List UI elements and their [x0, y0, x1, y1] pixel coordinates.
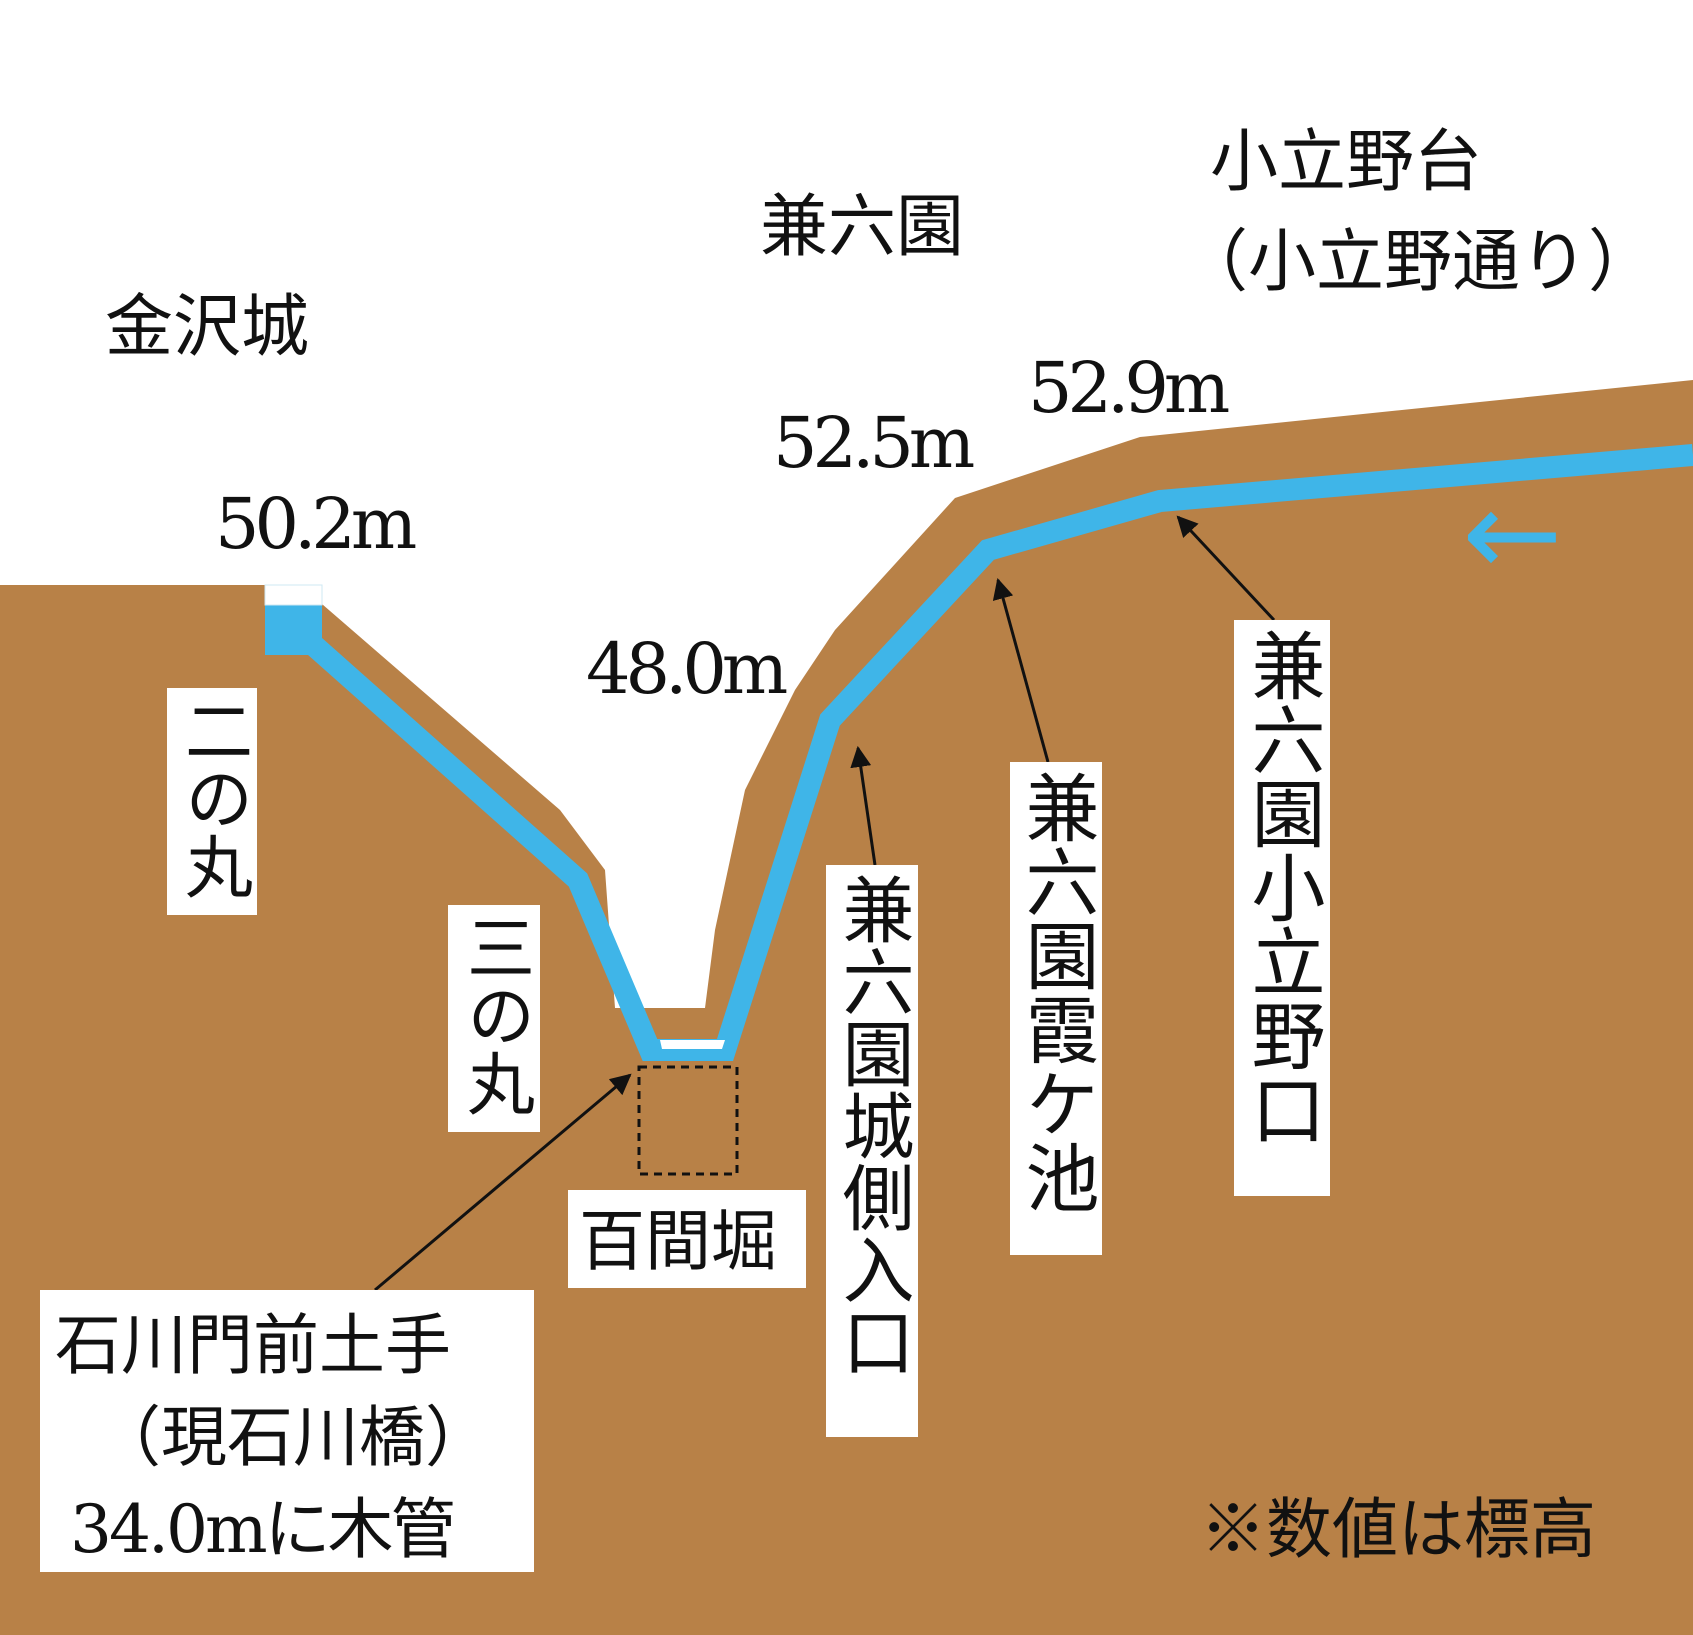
label-kasumigaike: 兼六園霞ケ池	[1010, 762, 1102, 1255]
callout-line-3: 34.0mに木管	[70, 1491, 454, 1568]
label-castle-side-entrance: 兼六園城側入口	[826, 865, 918, 1437]
label-sannomaru-text: 三の丸	[455, 913, 534, 1117]
water-tank-top	[265, 585, 322, 605]
place-kanazawa-castle: 金沢城	[105, 288, 309, 367]
elevation-ninomaru: 50.2m	[215, 483, 416, 565]
place-kodatsuno-street: （小立野通り）	[1180, 223, 1656, 302]
label-hyakken-bori: 百間堀	[568, 1190, 806, 1288]
label-kasumigaike-text: 兼六園霞ケ池	[1013, 770, 1099, 1214]
label-castle-side-entrance-text: 兼六園城側入口	[830, 873, 914, 1377]
label-sannomaru: 三の丸	[448, 905, 540, 1132]
label-ninomaru: 二の丸	[167, 688, 257, 915]
label-kodatsuno-entrance-text: 兼六園小立野口	[1239, 628, 1325, 1146]
place-kodatsuno-plateau: 小立野台	[1210, 123, 1482, 202]
flow-direction-arrow: ←	[1462, 465, 1563, 604]
elevation-moat-bottom: 48.0m	[586, 628, 787, 710]
place-kenrokuen: 兼六園	[760, 188, 964, 267]
elevation-kodatsuno-entrance: 52.9m	[1028, 347, 1229, 429]
elevation-castle-side-entrance: 52.5m	[773, 402, 974, 484]
elevation-note: ※数値は標高	[1200, 1491, 1596, 1568]
label-hyakken-bori-text: 百間堀	[579, 1203, 777, 1280]
moat-floor-highlight	[660, 1040, 725, 1049]
callout-line-2: （現石川橋）	[95, 1399, 491, 1476]
label-kodatsuno-entrance: 兼六園小立野口	[1234, 620, 1330, 1196]
label-ninomaru-text: 二の丸	[173, 696, 252, 900]
callout-ishikawa-bridge: 石川門前土手 （現石川橋） 34.0mに木管	[40, 1290, 534, 1572]
callout-line-1: 石川門前土手	[55, 1307, 451, 1384]
